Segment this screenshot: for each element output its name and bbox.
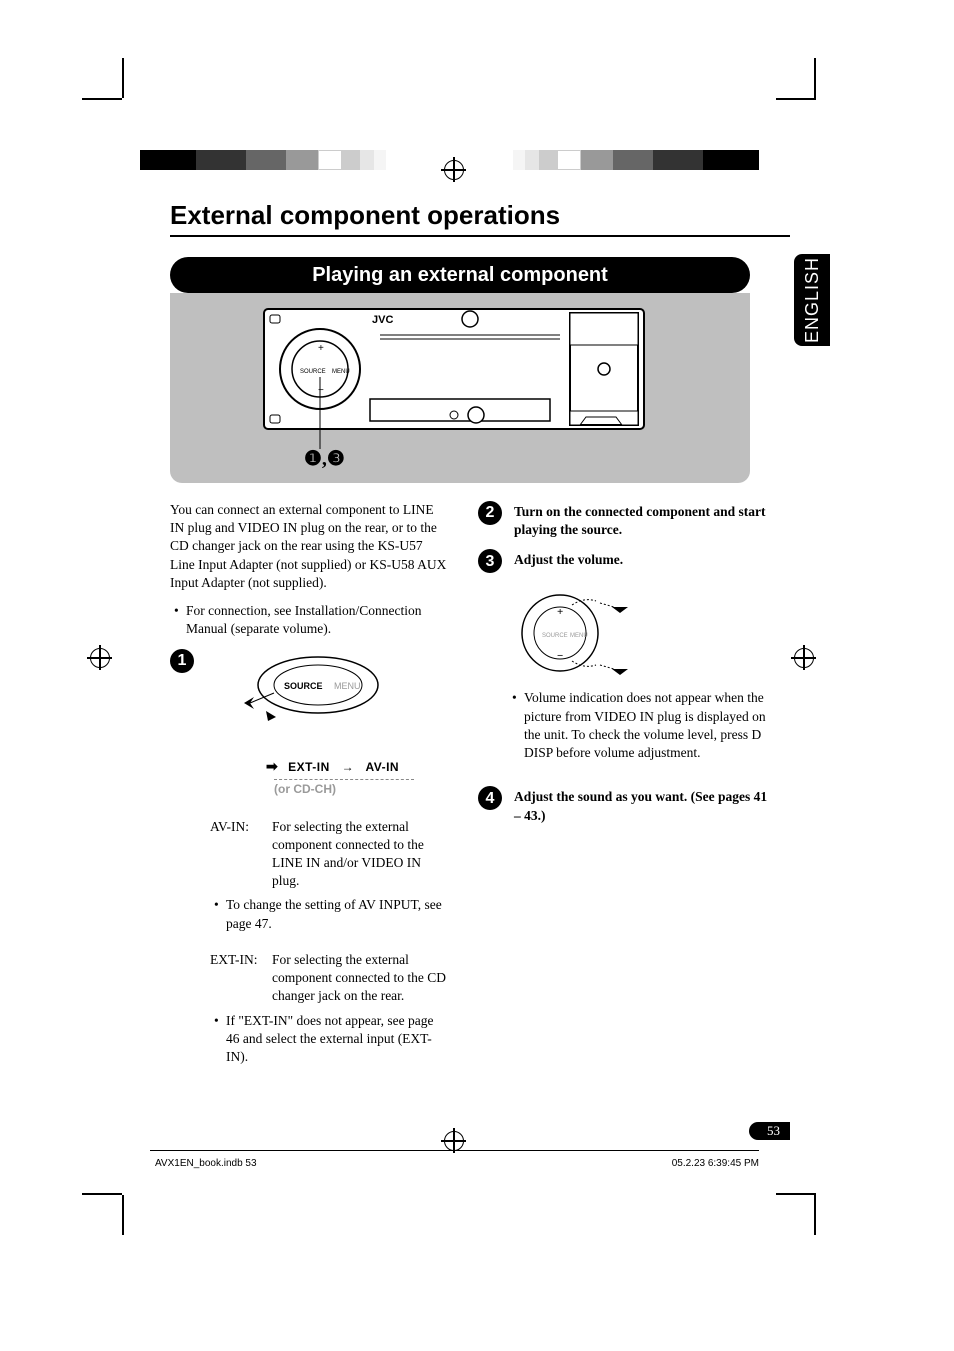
input-flow-sub: (or CD-CH) bbox=[274, 779, 414, 797]
extin-note: • If "EXT-IN" does not appear, see page … bbox=[214, 1012, 450, 1067]
connection-note: • For connection, see Installation/Conne… bbox=[174, 602, 450, 638]
crop-mark bbox=[122, 1195, 124, 1235]
crop-mark bbox=[814, 1195, 816, 1235]
bullet-icon: • bbox=[214, 896, 226, 932]
section-header: Playing an external component bbox=[170, 257, 750, 293]
step-3: 3 Adjust the volume. bbox=[478, 549, 768, 573]
volume-dial-diagram: SOURCE MENU + − bbox=[512, 583, 642, 683]
input-flow: ➡ EXT-IN → AV-IN bbox=[266, 757, 450, 776]
footer-rule bbox=[150, 1150, 759, 1151]
svg-text:SOURCE: SOURCE bbox=[542, 633, 568, 639]
step-marker: ❶,❸ bbox=[304, 448, 345, 469]
crop-mark bbox=[776, 1193, 816, 1195]
page-content: External component operations ENGLISH Pl… bbox=[170, 200, 790, 1140]
two-column-body: You can connect an external component to… bbox=[170, 501, 790, 1076]
registration-mark bbox=[794, 648, 814, 668]
section-title: Playing an external component bbox=[312, 264, 608, 287]
avin-note: • To change the setting of AV INPUT, see… bbox=[214, 896, 450, 932]
page-title: External component operations bbox=[170, 200, 790, 231]
svg-text:+: + bbox=[318, 343, 324, 354]
svg-text:MENU: MENU bbox=[334, 681, 361, 691]
extin-def: EXT-IN: For selecting the external compo… bbox=[210, 951, 450, 1006]
svg-text:+: + bbox=[557, 606, 563, 618]
step-4-number: 4 bbox=[478, 786, 502, 810]
crop-mark bbox=[814, 58, 816, 98]
crop-mark bbox=[82, 98, 122, 100]
avin-def: AV-IN: For selecting the external compon… bbox=[210, 818, 450, 891]
step-3-number: 3 bbox=[478, 549, 502, 573]
brand-label: JVC bbox=[372, 314, 393, 326]
language-tab: ENGLISH bbox=[794, 254, 830, 346]
density-bar-left bbox=[140, 150, 386, 170]
svg-text:SOURCE: SOURCE bbox=[284, 681, 323, 691]
intro-text: You can connect an external component to… bbox=[170, 501, 450, 592]
crop-mark bbox=[122, 58, 124, 98]
bullet-icon: • bbox=[174, 602, 186, 638]
registration-mark bbox=[444, 160, 464, 180]
step-4: 4 Adjust the sound as you want. (See pag… bbox=[478, 786, 768, 824]
svg-text:MENU: MENU bbox=[570, 633, 588, 639]
device-illustration: SOURCE MENU + − JVC ❶,❸ bbox=[170, 293, 750, 483]
page-number: 53 bbox=[749, 1122, 790, 1140]
density-bar-right bbox=[513, 150, 759, 170]
right-column: 2 Turn on the connected component and st… bbox=[478, 501, 768, 1076]
step-1: 1 SOURCE MENU bbox=[170, 649, 450, 808]
volume-note: • Volume indication does not appear when… bbox=[512, 689, 768, 762]
step-1-number: 1 bbox=[170, 649, 194, 673]
footer-filename: AVX1EN_book.indb 53 bbox=[155, 1158, 257, 1169]
step-2-number: 2 bbox=[478, 501, 502, 525]
head-unit-svg: SOURCE MENU + − JVC ❶,❸ bbox=[260, 299, 660, 469]
crop-mark bbox=[776, 98, 816, 100]
menu-label: MENU bbox=[332, 369, 350, 375]
source-label: SOURCE bbox=[300, 369, 326, 375]
language-label: ENGLISH bbox=[802, 257, 823, 343]
svg-text:−: − bbox=[557, 650, 563, 662]
title-rule bbox=[170, 235, 790, 237]
svg-text:−: − bbox=[318, 385, 324, 396]
registration-mark bbox=[90, 648, 110, 668]
source-dial-diagram: SOURCE MENU bbox=[236, 653, 416, 751]
crop-mark bbox=[82, 1193, 122, 1195]
bullet-icon: • bbox=[214, 1012, 226, 1067]
left-column: You can connect an external component to… bbox=[170, 501, 450, 1076]
step-2: 2 Turn on the connected component and st… bbox=[478, 501, 768, 539]
bullet-icon: • bbox=[512, 689, 524, 762]
footer-timestamp: 05.2.23 6:39:45 PM bbox=[672, 1158, 759, 1169]
